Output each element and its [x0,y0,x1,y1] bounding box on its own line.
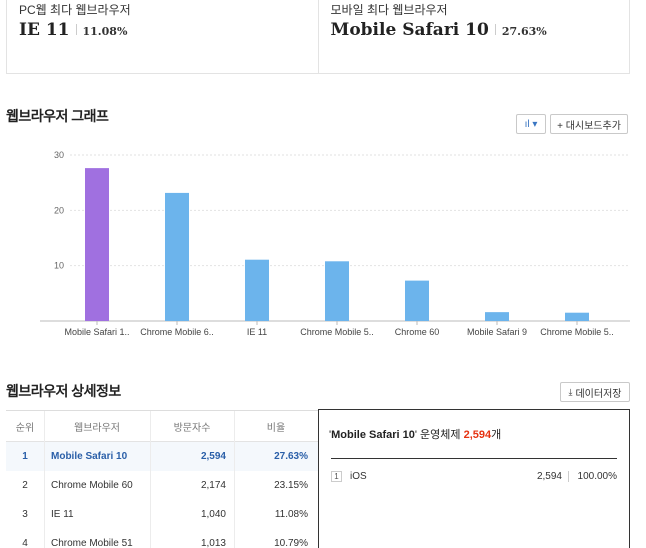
y-tick-label: 20 [54,205,64,215]
x-tick-label: Chrome Mobile 5.. [540,327,614,337]
os-ratio: 100.00% [577,470,617,482]
os-detail-title: 'Mobile Safari 10' 운영체제 2,594개 [329,426,501,442]
browser-table: 순위 웹브라우저 방문자수 비율 1 Mobile Safari 10 2,59… [6,410,318,548]
os-detail-suffix: 개 [491,429,502,441]
row-ratio: 10.79% [274,538,308,548]
quote-close: ' [414,429,417,441]
row-browser: Mobile Safari 10 [51,451,128,462]
row-ratio: 27.63% [274,451,308,462]
summary-panel: PC웹 최다 웹브라우저 IE 11 11.08% 모바일 최다 웹브라우저 M… [6,0,630,74]
quote-open: ' [329,429,332,441]
row-visits: 1,013 [200,538,226,548]
os-detail-panel: 'Mobile Safari 10' 운영체제 2,594개 1 iOS 2,5… [318,409,630,548]
mobile-top-browser-pct: 27.63% [501,25,547,38]
row-rank: 2 [22,480,28,491]
x-tick-label: IE 11 [247,327,267,337]
pc-top-browser: IE 11 [19,20,70,40]
bar [565,312,589,321]
row-visits: 1,040 [200,509,226,520]
mobile-summary-label: 모바일 최다 웹브라우저 [330,3,448,17]
download-icon: ⤓ [568,386,573,397]
table-row[interactable]: 4 Chrome Mobile 51 1,013 10.79% [6,529,318,548]
mobile-summary: 모바일 최다 웹브라우저 Mobile Safari 10 27.63% [317,0,630,73]
x-tick-label: Chrome Mobile 6.. [140,327,214,337]
row-browser: Chrome Mobile 51 [51,538,133,548]
bar [245,259,269,321]
y-tick-label: 30 [54,150,64,160]
os-count: 2,594 [536,470,562,482]
row-rank: 1 [22,451,28,462]
row-rank: 4 [22,538,28,548]
table-header: 순위 웹브라우저 방문자수 비율 [6,411,318,442]
save-data-label: 데이터저장 [575,388,622,400]
bar [325,261,349,321]
os-detail-browser: Mobile Safari 10 [331,429,415,441]
graph-section-title: 웹브라우저 그래프 [6,108,109,124]
detail-section-title: 웹브라우저 상세정보 [6,383,121,399]
browser-bar-chart: 10 20 30 Mobile Safari 1.. Chrome Mobile 6..… [40,150,630,337]
row-browser: IE 11 [51,509,74,520]
y-tick-label: 10 [54,261,64,271]
header-ratio: 비율 [266,422,286,434]
x-tick-label: Mobile Safari 1.. [64,327,129,337]
row-visits: 2,594 [200,451,226,462]
os-rank: 1 [331,470,342,482]
os-list-item: 1 iOS 2,594 100.00% [331,469,617,483]
row-browser: Chrome Mobile 60 [51,480,133,491]
row-ratio: 11.08% [274,509,308,520]
header-browser: 웹브라우저 [74,422,120,434]
chart-type-button[interactable]: ıl ▾ [516,114,546,134]
pc-summary-label: PC웹 최다 웹브라우저 [19,3,131,17]
row-ratio: 23.15% [274,480,308,491]
os-name: iOS [350,470,367,482]
bar [405,280,429,321]
row-visits: 2,174 [200,480,226,491]
mobile-top-browser: Mobile Safari 10 [330,20,489,40]
pc-summary: PC웹 최다 웹브라우저 IE 11 11.08% [7,0,318,73]
bar [485,312,509,321]
x-tick-label: Chrome 60 [395,327,440,337]
x-tick-label: Mobile Safari 9 [467,327,527,337]
header-visits: 방문자수 [173,422,211,434]
add-dashboard-button[interactable]: + 대시보드추가 [550,114,628,134]
bar [165,192,189,321]
table-row[interactable]: 1 Mobile Safari 10 2,594 27.63% [6,442,318,471]
table-row[interactable]: 3 IE 11 1,040 11.08% [6,500,318,529]
bar [85,168,109,321]
x-tick-label: Chrome Mobile 5.. [300,327,374,337]
os-detail-mid: 운영체제 [416,429,464,441]
table-row[interactable]: 2 Chrome Mobile 60 2,174 23.15% [6,471,318,500]
pc-top-browser-pct: 11.08% [82,25,128,38]
row-rank: 3 [22,509,28,520]
os-detail-count: 2,594 [463,429,492,441]
header-rank: 순위 [15,422,35,434]
save-data-button[interactable]: ⤓ 데이터저장 [560,382,630,402]
